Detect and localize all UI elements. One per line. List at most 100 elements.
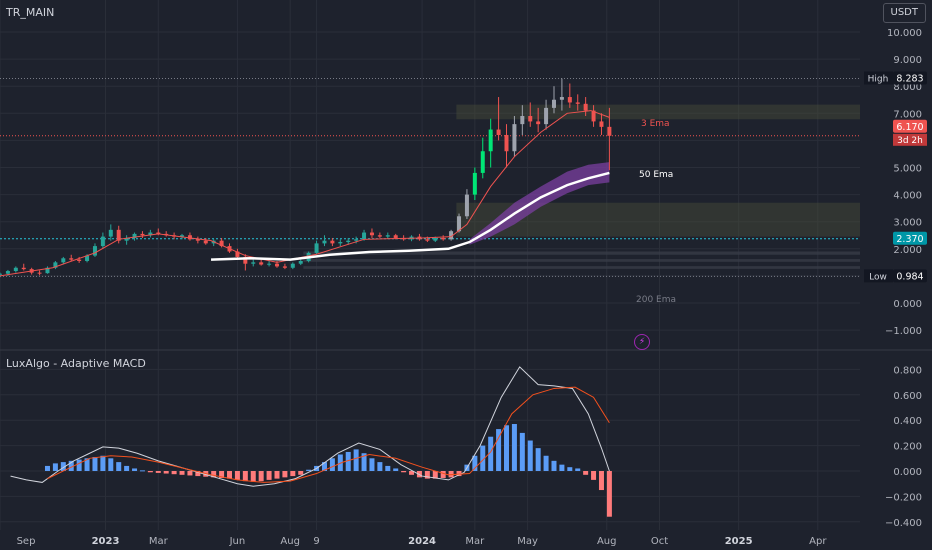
candle-body (567, 97, 572, 103)
time-tick-label: Jun (229, 536, 246, 547)
time-axis[interactable]: Sep 2023 Mar Jun Aug 9 2024 Mar May Aug Oct 2025 Apr (17, 536, 828, 547)
macd-histogram-bar (147, 471, 153, 473)
candles (0, 78, 612, 278)
macd-histogram-bar (535, 448, 541, 471)
candle-body (354, 239, 359, 241)
candle-body (607, 126, 612, 136)
candle-body (61, 258, 66, 263)
macd-histogram-bar (519, 432, 525, 471)
macd-tick-label: 0.600 (893, 391, 922, 402)
reference-badge-bg (893, 231, 927, 245)
macd-histogram-bar (385, 465, 391, 471)
macd-histogram-bar (377, 462, 383, 471)
candle-body (298, 260, 303, 264)
symbol-title: TR_MAIN (6, 6, 55, 19)
low-label-bg (864, 269, 893, 283)
macd-histogram-bar (163, 471, 169, 474)
candle-body (362, 232, 367, 240)
candle-body (0, 273, 2, 275)
candle-body (13, 267, 18, 272)
macd-histogram-bar (496, 429, 502, 471)
macd-histogram-bar (108, 458, 114, 471)
candle-body (180, 235, 185, 237)
macd-histogram-bar (234, 471, 240, 480)
candle-body (472, 172, 477, 195)
high-label: High (868, 75, 889, 85)
macd-histogram-bar (124, 465, 130, 471)
low-value-badge: 0.984 (896, 271, 923, 282)
ema200-label: 200 Ema (636, 295, 676, 305)
macd-histogram-bar (583, 471, 589, 475)
macd-histogram-bar (527, 440, 533, 471)
candle-body (441, 237, 446, 240)
macd-histogram-bar (409, 471, 415, 475)
candle-body (195, 239, 200, 241)
time-tick-label: 2023 (92, 536, 120, 547)
candle-body (140, 233, 145, 236)
candle-body (108, 229, 113, 237)
macd-histogram-bar (258, 471, 264, 482)
candle-body (322, 240, 327, 244)
last-price-badge: 6.170 (896, 122, 923, 133)
macd-histogram-bar (44, 465, 50, 471)
candle-body (21, 267, 26, 270)
macd-histogram-bar (401, 471, 407, 473)
macd-tick-label: −0.400 (885, 518, 922, 529)
macd-histogram-bar (559, 464, 565, 471)
signal-line (47, 386, 610, 483)
macd-tick-label: −0.200 (885, 492, 922, 503)
macd-tick-label: 0.200 (893, 442, 922, 453)
price-axis[interactable]: 10.0009.0008.0007.0006.0005.0004.0003.00… (885, 28, 922, 529)
candle-body (591, 110, 596, 122)
macd-histogram-bar (282, 471, 288, 478)
macd-histogram-bar (179, 471, 185, 475)
macd-histogram-bar (504, 425, 510, 471)
time-tick-label: Mar (465, 536, 485, 547)
macd-histogram-bar (60, 462, 66, 471)
price-tick-label: 7.000 (893, 109, 922, 120)
zone-box (303, 251, 860, 255)
macd-histogram-bar (432, 471, 438, 479)
macd-histogram-bar (606, 471, 612, 517)
zone-box (303, 259, 860, 262)
macd-histogram-bar (472, 455, 478, 471)
time-tick-label: Mar (149, 536, 169, 547)
candle-body (464, 194, 469, 217)
candle-body (520, 116, 525, 125)
candle-body (274, 263, 279, 267)
grid (0, 0, 932, 530)
ema50-line (211, 171, 610, 261)
macd-histogram-bar (84, 458, 90, 471)
macd-histogram-bar (274, 471, 280, 479)
candle-body (132, 233, 137, 238)
macd-tick-label: 0.400 (893, 416, 922, 427)
bolt-icon[interactable]: ⚡ (634, 334, 650, 350)
price-badges: High 8.283 6.170 3d 2h 2.370 Low 0.984 (864, 71, 927, 283)
macd-histogram-bar (353, 449, 359, 471)
macd-title: LuxAlgo - Adaptive MACD (6, 357, 146, 370)
macd-histogram-bar (345, 451, 351, 471)
candle-body (536, 121, 541, 125)
macd-histogram-bar (306, 469, 312, 471)
macd-histogram-bar (242, 471, 248, 482)
macd-histogram-bar (195, 471, 201, 477)
macd-histogram-bar (52, 463, 58, 471)
macd-histogram-bar (361, 453, 367, 471)
macd-histogram-bar (575, 468, 581, 471)
candle-body (338, 242, 343, 244)
macd-histogram-bar (298, 471, 304, 475)
candle-body (369, 232, 374, 236)
candle-body (496, 129, 501, 135)
macd-histogram-bar (68, 460, 74, 471)
macd-histogram-bar (171, 471, 177, 475)
macd-histogram-bar (511, 424, 517, 471)
currency-button[interactable]: USDT (882, 3, 926, 23)
macd-histogram-bar (100, 455, 106, 471)
candle-body (37, 272, 42, 274)
zone-box (456, 104, 860, 120)
candle-body (187, 235, 192, 240)
candle-body (575, 102, 580, 104)
time-tick-label: 2024 (408, 536, 436, 547)
macd-histogram-bar (424, 471, 430, 479)
